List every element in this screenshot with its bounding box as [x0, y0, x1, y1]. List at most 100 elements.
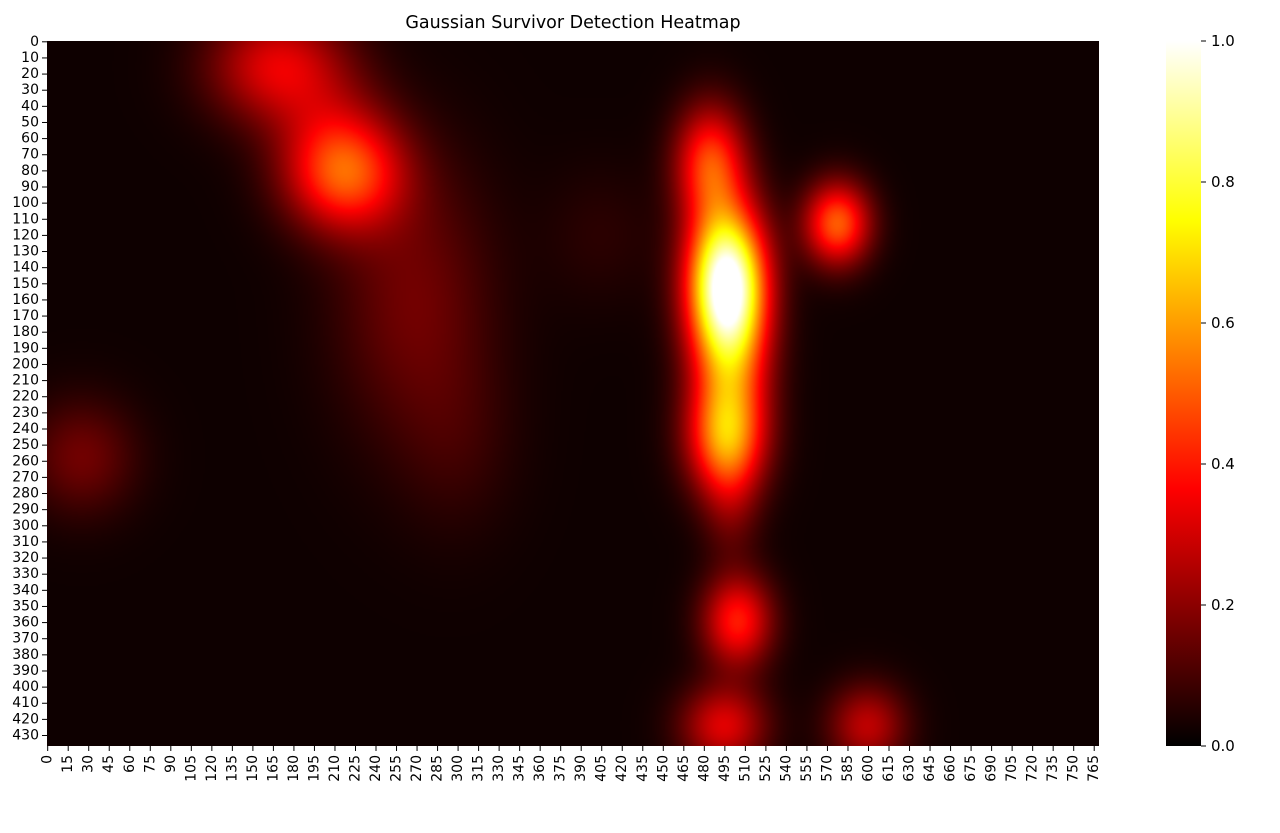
- x-tick-label: 525: [758, 755, 774, 782]
- x-tick-label: 300: [450, 755, 466, 782]
- x-tick-label: 675: [963, 755, 979, 782]
- x-tick-label: 255: [389, 755, 405, 782]
- y-tick-label: 130: [12, 244, 39, 260]
- x-tick-label: 0: [40, 755, 56, 764]
- x-tick-label: 630: [902, 755, 918, 782]
- colorbar-tick-label: 0.2: [1211, 596, 1235, 614]
- x-tick-label: 570: [819, 755, 835, 782]
- x-tick-label: 75: [142, 755, 158, 773]
- x-tick-label: 375: [553, 755, 569, 782]
- x-tick-label: 360: [532, 755, 548, 782]
- x-tick-label: 390: [573, 755, 589, 782]
- colorbar-ticks: 0.0 0.2 0.4 0.6 0.8 1.0: [1201, 32, 1235, 755]
- x-tick-label: 615: [881, 755, 897, 782]
- y-tick-label: 330: [12, 566, 39, 582]
- y-tick-label: 80: [21, 163, 39, 179]
- y-tick-label: 290: [12, 502, 39, 518]
- x-tick-label: 345: [512, 755, 528, 782]
- colorbar: [1166, 41, 1201, 746]
- y-tick-label: 0: [30, 34, 39, 50]
- y-tick-label: 370: [12, 631, 39, 647]
- x-tick-label: 660: [943, 755, 959, 782]
- colorbar-tick-label: 1.0: [1211, 32, 1235, 50]
- y-tick-label: 270: [12, 469, 39, 485]
- x-tick-label: 315: [471, 755, 487, 782]
- chart-title: Gaussian Survivor Detection Heatmap: [405, 13, 740, 33]
- y-tick-label: 320: [12, 550, 39, 566]
- y-tick-label: 30: [21, 82, 39, 98]
- y-tick-label: 110: [12, 211, 39, 227]
- x-tick-label: 720: [1025, 755, 1041, 782]
- y-tick-label: 430: [12, 728, 39, 744]
- colorbar-tick-label: 0.0: [1211, 737, 1235, 755]
- colorbar-tick-label: 0.4: [1211, 455, 1235, 473]
- y-tick-label: 70: [21, 147, 39, 163]
- y-tick-label: 100: [12, 195, 39, 211]
- x-tick-label: 60: [122, 755, 138, 773]
- x-tick-label: 735: [1045, 755, 1061, 782]
- x-tick-label: 240: [368, 755, 384, 782]
- y-tick-label: 200: [12, 356, 39, 372]
- x-tick-label: 645: [922, 755, 938, 782]
- y-tick-label: 40: [21, 98, 39, 114]
- y-tick-label: 150: [12, 276, 39, 292]
- x-tick-label: 540: [778, 755, 794, 782]
- y-tick-label: 240: [12, 421, 39, 437]
- y-tick-label: 20: [21, 66, 39, 82]
- x-tick-label: 135: [224, 755, 240, 782]
- x-tick-label: 480: [696, 755, 712, 782]
- y-tick-label: 230: [12, 405, 39, 421]
- x-tick-label: 690: [984, 755, 1000, 782]
- x-tick-label: 15: [60, 755, 76, 773]
- y-axis-ticks: 0102030405060708090100110120130140150160…: [12, 34, 47, 744]
- y-tick-label: 90: [21, 179, 39, 195]
- x-tick-label: 555: [799, 755, 815, 782]
- y-tick-label: 360: [12, 615, 39, 631]
- y-tick-label: 420: [12, 711, 39, 727]
- x-tick-label: 165: [265, 755, 281, 782]
- x-tick-label: 750: [1066, 755, 1082, 782]
- x-tick-label: 330: [491, 755, 507, 782]
- y-tick-label: 60: [21, 131, 39, 147]
- y-tick-label: 250: [12, 437, 39, 453]
- y-tick-label: 170: [12, 308, 39, 324]
- x-tick-label: 705: [1004, 755, 1020, 782]
- x-tick-label: 585: [840, 755, 856, 782]
- x-tick-label: 510: [737, 755, 753, 782]
- y-tick-label: 380: [12, 647, 39, 663]
- x-tick-label: 195: [306, 755, 322, 782]
- x-tick-label: 765: [1086, 755, 1102, 782]
- x-tick-label: 600: [860, 755, 876, 782]
- x-tick-label: 435: [635, 755, 651, 782]
- y-tick-label: 120: [12, 227, 39, 243]
- heatmap-surface: [47, 41, 1099, 746]
- x-tick-label: 285: [430, 755, 446, 782]
- x-tick-label: 45: [101, 755, 117, 773]
- x-tick-label: 90: [163, 755, 179, 773]
- y-tick-label: 10: [21, 50, 39, 66]
- y-tick-label: 180: [12, 324, 39, 340]
- x-tick-label: 270: [409, 755, 425, 782]
- x-tick-label: 495: [717, 755, 733, 782]
- y-tick-label: 310: [12, 534, 39, 550]
- y-tick-label: 140: [12, 260, 39, 276]
- y-tick-label: 400: [12, 679, 39, 695]
- x-tick-label: 105: [183, 755, 199, 782]
- y-tick-label: 190: [12, 340, 39, 356]
- x-tick-label: 180: [286, 755, 302, 782]
- colorbar-tick-label: 0.6: [1211, 314, 1235, 332]
- colorbar-tick-label: 0.8: [1211, 173, 1235, 191]
- y-tick-label: 160: [12, 292, 39, 308]
- y-tick-label: 410: [12, 695, 39, 711]
- y-tick-label: 350: [12, 598, 39, 614]
- x-tick-label: 120: [204, 755, 220, 782]
- y-tick-label: 220: [12, 389, 39, 405]
- y-tick-label: 260: [12, 453, 39, 469]
- y-tick-label: 280: [12, 486, 39, 502]
- x-tick-label: 420: [614, 755, 630, 782]
- y-tick-label: 210: [12, 373, 39, 389]
- x-tick-label: 30: [81, 755, 97, 773]
- x-tick-label: 465: [676, 755, 692, 782]
- y-tick-label: 300: [12, 518, 39, 534]
